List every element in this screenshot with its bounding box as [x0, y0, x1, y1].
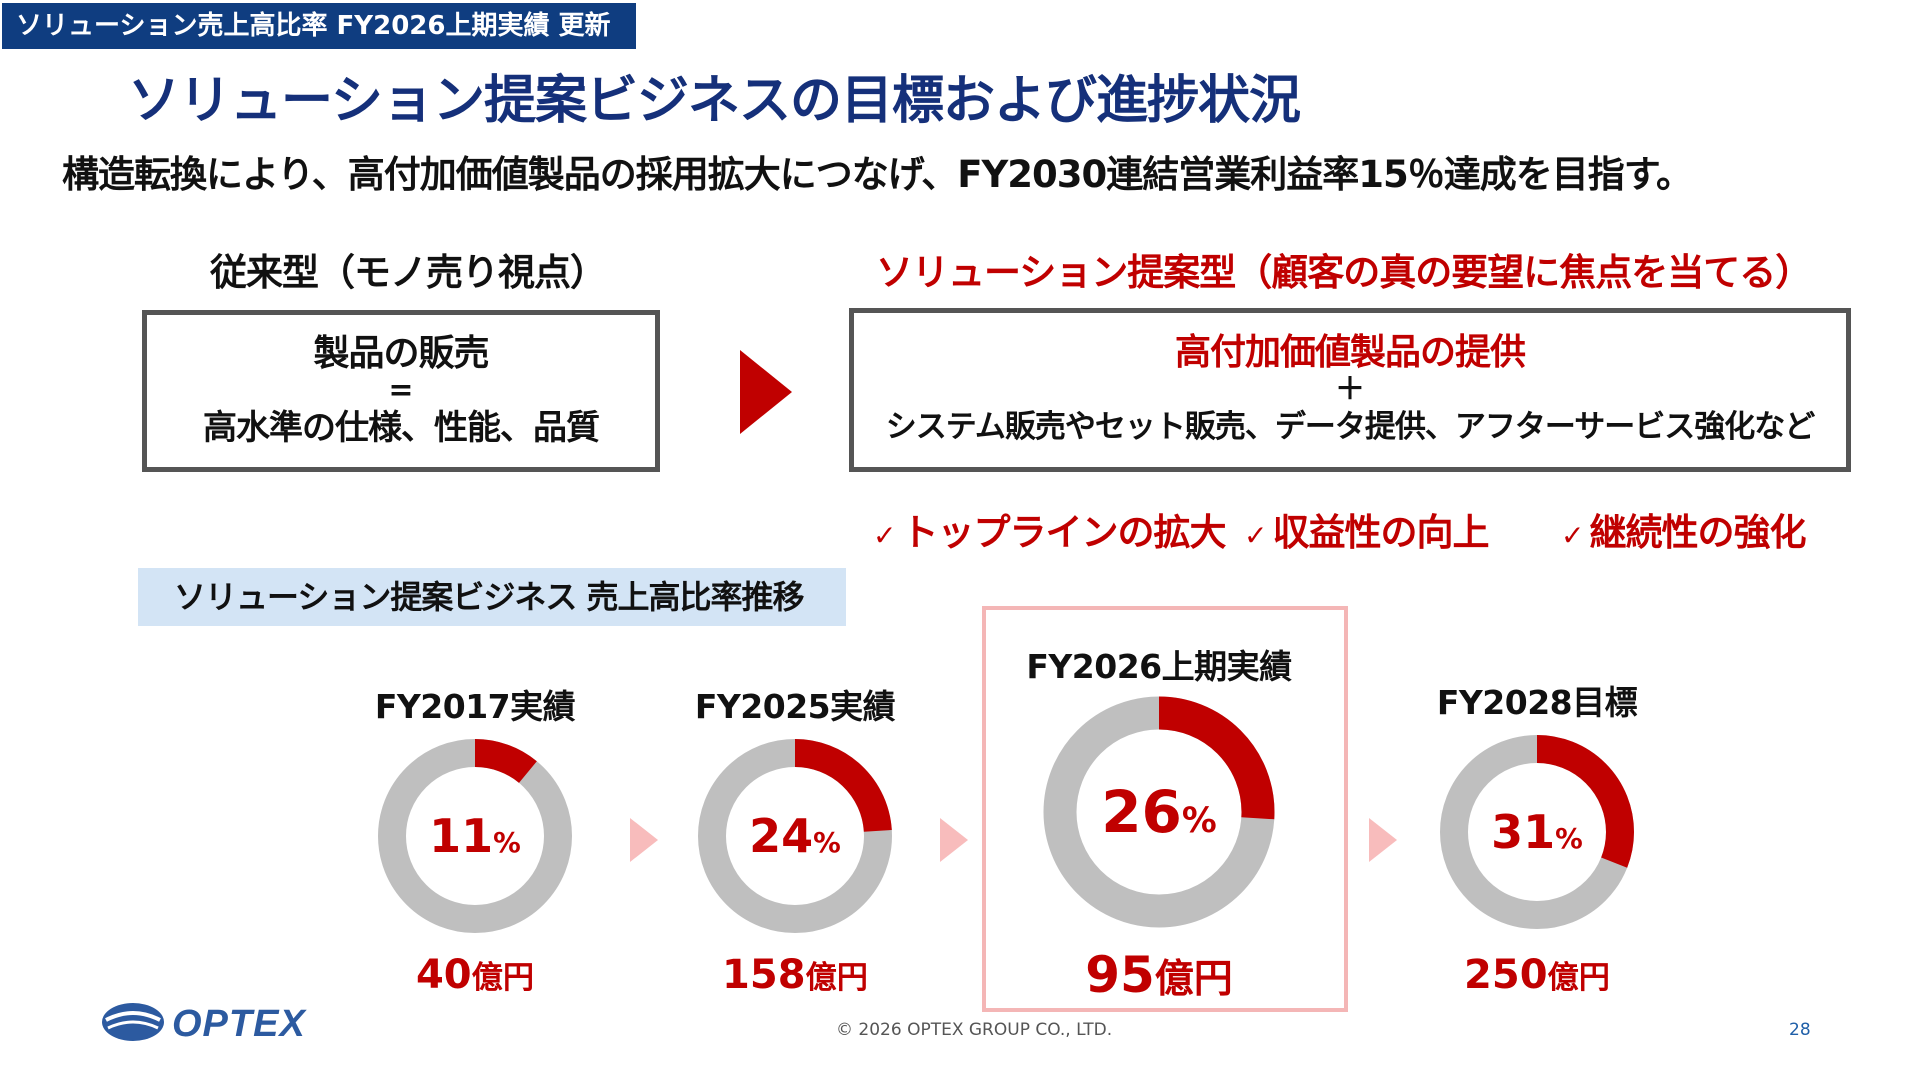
solution-box: 高付加価値製品の提供 ＋ システム販売やセット販売、データ提供、アフターサービス… — [849, 308, 1851, 472]
copyright-text: © 2026 OPTEX GROUP CO., LTD. — [836, 1020, 1113, 1040]
check-icon: ✓ — [1561, 519, 1584, 552]
donut-chart — [1440, 735, 1634, 929]
check-icon: ✓ — [873, 519, 896, 552]
traditional-heading: 従来型（モノ売り視点） — [210, 251, 607, 294]
check-item-continuity: ✓ 継続性の強化 — [1561, 502, 1806, 556]
amount-label: 40億円 — [415, 952, 535, 998]
amount-label: 158億円 — [722, 952, 868, 998]
solution-heading: ソリューション提案型（顧客の真の要望に焦点を当てる） — [876, 251, 1812, 294]
donut-chart — [378, 739, 572, 933]
check-label: 収益性の向上 — [1272, 511, 1489, 554]
percent-label: 11% — [429, 809, 521, 863]
donut-solution-slice — [378, 739, 572, 933]
amount-label: 95億円 — [1085, 946, 1233, 1004]
page-subtitle: 構造転換により、高付加価値製品の採用拡大につなげ、FY2030連結営業利益率15… — [62, 153, 1693, 196]
percent-label: 26% — [1101, 778, 1217, 846]
period-label: FY2026上期実績 — [1026, 647, 1292, 686]
period-label: FY2028目標 — [1436, 683, 1638, 722]
check-icon: ✓ — [1244, 519, 1267, 552]
check-label: トップラインの拡大 — [901, 511, 1226, 554]
current-period-highlight — [982, 606, 1348, 1012]
solution-line2: システム販売やセット販売、データ提供、アフターサービス強化など — [885, 409, 1815, 445]
traditional-line1: 製品の販売 — [313, 333, 489, 374]
percent-label: 31% — [1491, 805, 1583, 859]
percent-label: 24% — [749, 809, 841, 863]
donut-solution-slice — [1043, 696, 1275, 928]
traditional-box: 製品の販売 = 高水準の仕様、性能、品質 — [142, 310, 660, 472]
period-label: FY2017実績 — [374, 687, 576, 726]
check-item-topline: ✓ トップラインの拡大 — [873, 502, 1226, 556]
donut-solution-slice — [698, 739, 892, 933]
page-number: 28 — [1789, 1020, 1811, 1040]
period-arrow-icon — [1369, 818, 1397, 862]
traditional-line2: 高水準の仕様、性能、品質 — [203, 408, 600, 448]
donut-chart — [1043, 696, 1275, 928]
optex-logo-icon: OPTEX — [102, 1003, 307, 1045]
period-arrow-icon — [940, 818, 968, 862]
donut-solution-slice — [1440, 735, 1634, 929]
header-tag: ソリューション売上高比率 FY2026上期実績 更新 — [2, 3, 636, 49]
check-label: 継続性の強化 — [1589, 511, 1806, 554]
check-item-profitability: ✓ 収益性の向上 — [1244, 502, 1489, 556]
section-label: ソリューション提案ビジネス 売上高比率推移 — [138, 568, 846, 626]
period-label: FY2025実績 — [694, 687, 896, 726]
amount-label: 250億円 — [1464, 952, 1610, 998]
right-arrow-icon — [740, 350, 792, 434]
page-title: ソリューション提案ビジネスの目標および進捗状況 — [128, 71, 1301, 131]
period-arrow-icon — [630, 818, 658, 862]
solution-line1: 高付加価値製品の提供 — [1174, 332, 1526, 373]
plus-sign: ＋ — [1335, 372, 1365, 407]
equals-sign: = — [388, 373, 414, 408]
svg-text:OPTEX: OPTEX — [172, 1003, 307, 1045]
optex-logo: OPTEX — [100, 990, 340, 1060]
donut-chart — [698, 739, 892, 933]
